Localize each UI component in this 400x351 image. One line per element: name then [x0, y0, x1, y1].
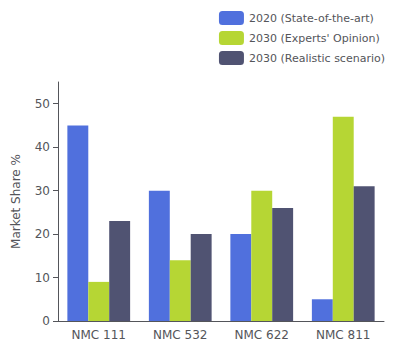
svg-text:NMC 532: NMC 532	[153, 328, 207, 342]
svg-text:2030 (Experts' Opinion): 2030 (Experts' Opinion)	[249, 32, 380, 45]
svg-text:NMC 622: NMC 622	[235, 328, 289, 342]
svg-text:40: 40	[35, 140, 50, 154]
svg-text:NMC 811: NMC 811	[316, 328, 370, 342]
svg-text:NMC 111: NMC 111	[72, 328, 126, 342]
svg-text:30: 30	[35, 184, 50, 198]
svg-text:50: 50	[35, 97, 50, 111]
svg-text:2020 (State-of-the-art): 2020 (State-of-the-art)	[249, 12, 374, 25]
svg-text:10: 10	[35, 271, 50, 285]
svg-text:2030 (Realistic scenario): 2030 (Realistic scenario)	[249, 52, 385, 65]
svg-text:20: 20	[35, 227, 50, 241]
svg-text:Market Share %: Market Share %	[9, 154, 23, 249]
svg-text:0: 0	[42, 314, 50, 328]
